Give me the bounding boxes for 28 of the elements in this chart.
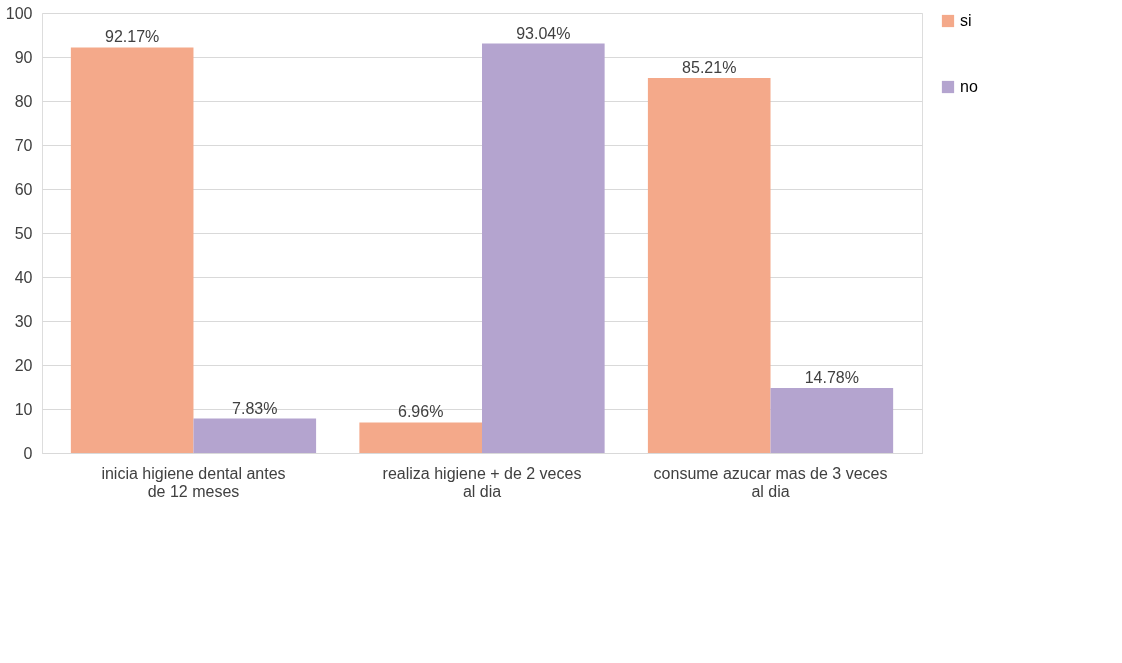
y-tick-label: 70 xyxy=(14,136,33,154)
y-tick-label: 0 xyxy=(23,444,33,462)
y-tick-label: 100 xyxy=(5,4,33,22)
bar xyxy=(482,43,605,453)
y-tick-label: 40 xyxy=(14,268,33,286)
bar xyxy=(359,422,482,453)
x-tick-label: realiza higiene + de 2 veces al dia xyxy=(382,464,582,500)
y-tick-label: 10 xyxy=(14,400,33,418)
y-tick-label: 20 xyxy=(14,356,33,374)
data-label: 93.04% xyxy=(516,24,571,42)
y-tick-label: 60 xyxy=(14,180,33,198)
data-label: 7.83% xyxy=(232,399,278,417)
y-tick-label: 50 xyxy=(14,224,33,242)
y-tick-label: 90 xyxy=(14,48,33,66)
legend-label: si xyxy=(960,12,972,29)
data-label: 6.96% xyxy=(398,403,444,421)
data-label: 85.21% xyxy=(682,59,737,77)
bar xyxy=(647,78,771,453)
x-tick-label: inicia higiene dental antes de 12 meses xyxy=(101,464,286,500)
bar xyxy=(70,47,194,453)
data-label: 92.17% xyxy=(105,28,160,46)
y-tick-label: 80 xyxy=(14,92,33,110)
bar xyxy=(770,387,894,453)
y-tick-label: 30 xyxy=(14,312,33,330)
x-tick-label: consume azucar mas de 3 veces al dia xyxy=(653,464,888,500)
legend-label: no xyxy=(960,78,978,95)
bar xyxy=(193,418,317,453)
data-label: 14.78% xyxy=(804,368,859,386)
